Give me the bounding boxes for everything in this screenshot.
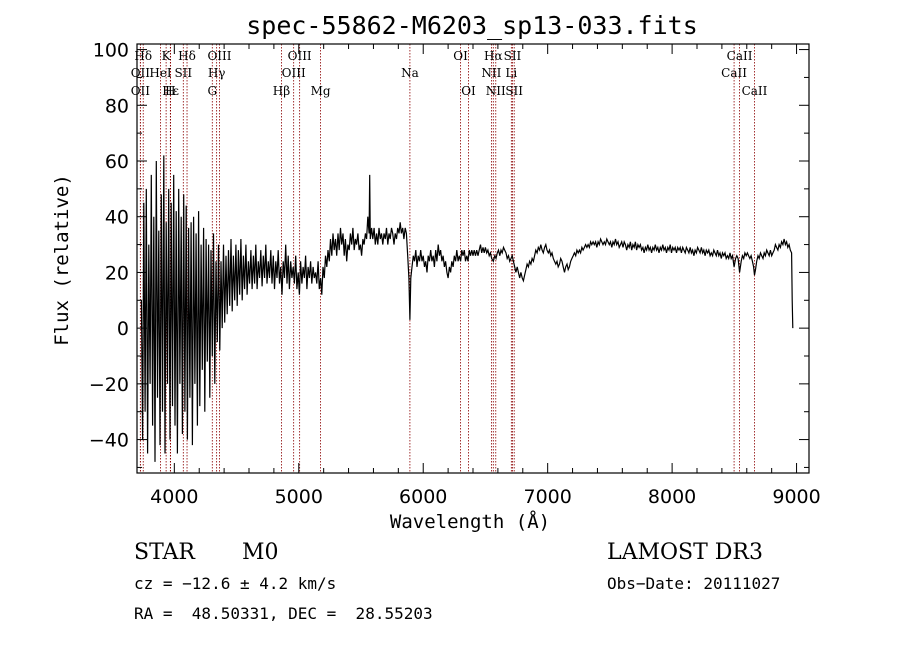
line-label-3: OIII bbox=[207, 49, 231, 63]
y-tick-label-7: 100 bbox=[93, 40, 129, 62]
emission-line-markers bbox=[139, 44, 755, 473]
survey-name: LAMOST DR3 bbox=[607, 540, 763, 565]
y-tick-label-4: 40 bbox=[105, 207, 129, 229]
x-axis-ticks: 4000 5000 6000 7000 8000 9000 bbox=[150, 44, 821, 508]
y-axis-ticks: −40 −20 0 20 40 60 80 100 bbox=[89, 40, 809, 468]
line-label-16: Li bbox=[505, 66, 517, 80]
line-label-12: Hγ bbox=[208, 66, 226, 80]
object-type: STAR bbox=[134, 540, 195, 565]
line-label-19: Hε bbox=[162, 84, 179, 98]
y-tick-label-6: 80 bbox=[105, 95, 129, 117]
line-label-6: Hα bbox=[484, 49, 503, 63]
line-label-11: SII bbox=[174, 66, 192, 80]
line-label-5: OI bbox=[453, 49, 468, 63]
x-tick-label-1: 5000 bbox=[275, 486, 323, 508]
line-label-14: Na bbox=[401, 66, 419, 80]
line-label-13: OIII bbox=[282, 66, 306, 80]
y-tick-label-1: −20 bbox=[89, 374, 129, 396]
line-label-25: NII bbox=[486, 84, 506, 98]
x-tick-label-2: 6000 bbox=[399, 486, 447, 508]
line-label-7: SII bbox=[504, 49, 522, 63]
line-label-27: CaII bbox=[742, 84, 768, 98]
x-tick-label-3: 7000 bbox=[523, 486, 571, 508]
line-label-18: OII bbox=[131, 84, 151, 98]
line-label-23: Mg bbox=[311, 84, 331, 98]
y-tick-label-5: 60 bbox=[105, 151, 129, 173]
y-axis-label: Flux (relative) bbox=[51, 174, 73, 346]
spectrum-line bbox=[140, 155, 794, 462]
line-label-21: G bbox=[207, 84, 217, 98]
line-label-26: SII bbox=[505, 84, 523, 98]
x-tick-label-0: 4000 bbox=[150, 486, 198, 508]
line-label-22: Hβ bbox=[273, 84, 290, 98]
line-label-24: OI bbox=[461, 84, 476, 98]
x-axis-label: Wavelength (Å) bbox=[390, 510, 550, 533]
coordinates: RA = 48.50331, DEC = 28.55203 bbox=[134, 604, 433, 623]
y-tick-label-2: 0 bbox=[117, 318, 129, 340]
line-label-8: CaII bbox=[727, 49, 753, 63]
y-tick-label-0: −40 bbox=[89, 430, 129, 452]
line-label-10: HeI bbox=[149, 66, 172, 80]
line-label-15: NII bbox=[481, 66, 501, 80]
y-tick-label-3: 20 bbox=[105, 262, 129, 284]
x-tick-label-5: 9000 bbox=[772, 486, 820, 508]
redshift-value: cz = −12.6 ± 4.2 km/s bbox=[134, 574, 337, 593]
chart-title: spec-55862-M6203_sp13-033.fits bbox=[246, 11, 698, 40]
line-label-17: CaII bbox=[721, 66, 747, 80]
line-label-1: K bbox=[162, 49, 172, 63]
line-label-9: OII bbox=[131, 66, 151, 80]
observation-date: Obs−Date: 20111027 bbox=[607, 574, 781, 593]
line-label-0: Hδ bbox=[134, 49, 152, 63]
x-tick-label-4: 8000 bbox=[648, 486, 696, 508]
line-label-2: Hδ bbox=[178, 49, 196, 63]
line-label-20: H bbox=[165, 84, 175, 98]
subclass: M0 bbox=[242, 540, 279, 565]
line-label-4: OIII bbox=[288, 49, 312, 63]
